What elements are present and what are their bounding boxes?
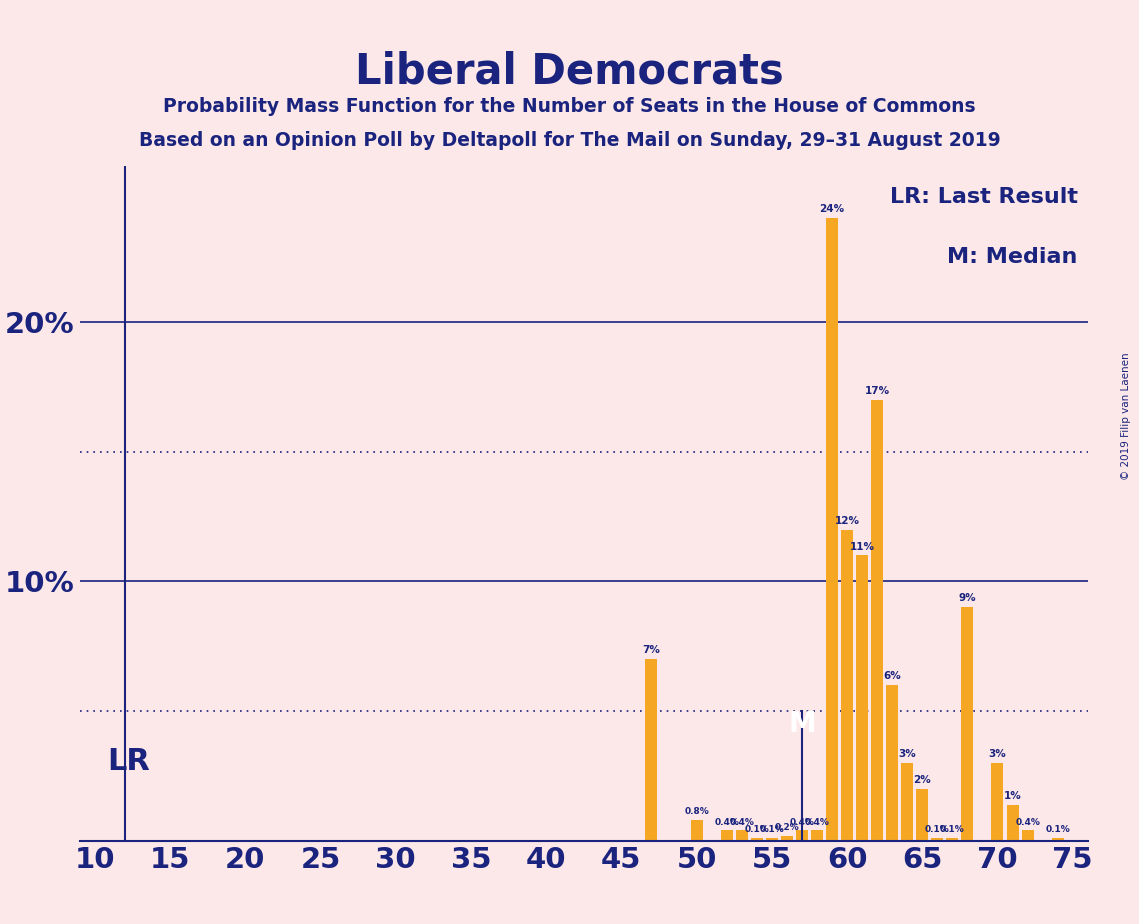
Text: LR: Last Result: LR: Last Result: [890, 187, 1077, 207]
Bar: [901, 763, 913, 841]
Text: 0.8%: 0.8%: [685, 808, 708, 816]
Bar: [751, 838, 763, 841]
Bar: [781, 835, 793, 841]
Bar: [871, 400, 883, 841]
Bar: [1051, 838, 1064, 841]
Bar: [961, 607, 974, 841]
Bar: [690, 821, 703, 841]
Text: 11%: 11%: [850, 541, 875, 552]
Text: 0.4%: 0.4%: [789, 818, 814, 827]
Bar: [736, 831, 747, 841]
Text: 0.1%: 0.1%: [760, 825, 784, 834]
Bar: [826, 218, 838, 841]
Text: 3%: 3%: [899, 749, 916, 760]
Text: M: M: [788, 711, 816, 738]
Text: LR: LR: [107, 747, 149, 776]
Bar: [721, 831, 732, 841]
Text: 7%: 7%: [642, 645, 661, 655]
Text: 12%: 12%: [835, 516, 860, 526]
Text: 0.1%: 0.1%: [925, 825, 950, 834]
Bar: [1007, 805, 1018, 841]
Bar: [796, 831, 808, 841]
Text: 0.4%: 0.4%: [714, 818, 739, 827]
Bar: [841, 529, 853, 841]
Bar: [886, 686, 899, 841]
Text: 6%: 6%: [883, 672, 901, 681]
Text: 0.1%: 0.1%: [1046, 825, 1070, 834]
Text: 0.1%: 0.1%: [940, 825, 965, 834]
Text: 0.4%: 0.4%: [729, 818, 754, 827]
Bar: [932, 838, 943, 841]
Bar: [765, 838, 778, 841]
Text: 1%: 1%: [1003, 791, 1022, 800]
Text: 9%: 9%: [959, 593, 976, 603]
Text: 0.1%: 0.1%: [745, 825, 769, 834]
Bar: [1022, 831, 1033, 841]
Text: 0.2%: 0.2%: [775, 822, 800, 832]
Text: 2%: 2%: [913, 775, 931, 785]
Text: 0.4%: 0.4%: [804, 818, 829, 827]
Bar: [916, 789, 928, 841]
Bar: [811, 831, 823, 841]
Text: © 2019 Filip van Laenen: © 2019 Filip van Laenen: [1121, 352, 1131, 480]
Text: M: Median: M: Median: [948, 248, 1077, 267]
Text: 17%: 17%: [865, 386, 890, 395]
Text: 0.4%: 0.4%: [1015, 818, 1040, 827]
Text: Probability Mass Function for the Number of Seats in the House of Commons: Probability Mass Function for the Number…: [163, 97, 976, 116]
Text: 3%: 3%: [989, 749, 1007, 760]
Bar: [947, 838, 958, 841]
Text: Liberal Democrats: Liberal Democrats: [355, 51, 784, 92]
Bar: [857, 555, 868, 841]
Text: Based on an Opinion Poll by Deltapoll for The Mail on Sunday, 29–31 August 2019: Based on an Opinion Poll by Deltapoll fo…: [139, 131, 1000, 151]
Bar: [991, 763, 1003, 841]
Text: 24%: 24%: [819, 204, 844, 214]
Bar: [646, 659, 657, 841]
